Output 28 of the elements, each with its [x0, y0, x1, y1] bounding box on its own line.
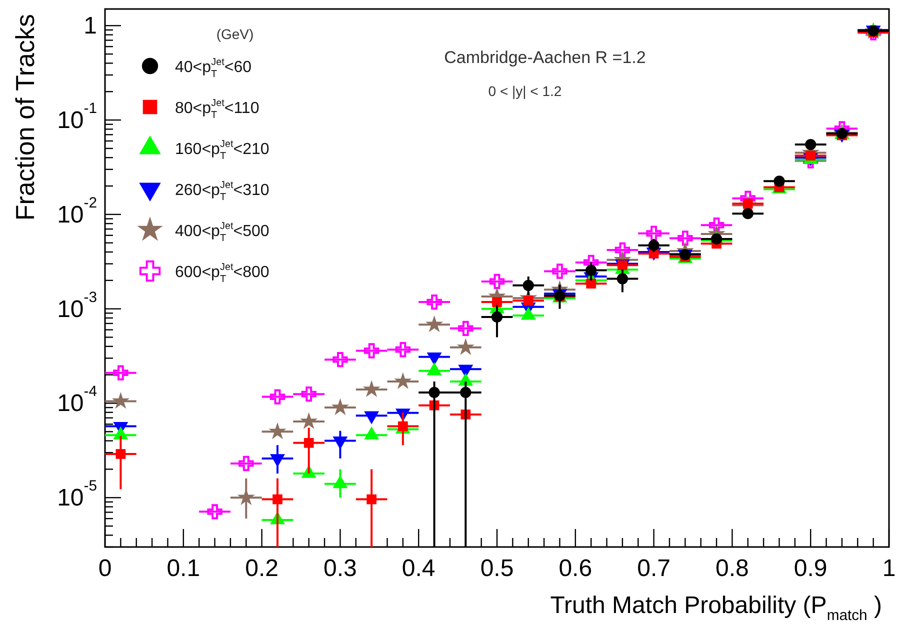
x-tick-label: 0.2 [245, 555, 278, 582]
y-tick-label: 10$^{-3}$ [57, 290, 97, 322]
y-tick-label: 10$^{-2}$ [57, 196, 97, 228]
x-tick-label: 0.8 [716, 555, 749, 582]
x-tick-label: 0.7 [637, 555, 670, 582]
legend-label: 600<p$_{T}$$^{Jet}$<800 [175, 262, 270, 285]
y-tick-label: 10$^{-5}$ [57, 478, 97, 512]
annotation: 0 < |y| < 1.2 [488, 83, 562, 99]
annotation: Cambridge-Aachen R =1.2 [444, 48, 646, 67]
x-tick-label: 0.5 [480, 555, 514, 582]
legend-label: 40<p$_{T}$$^{Jet}$<60 [175, 56, 252, 80]
legend-label: 260<p$_{T}$$^{Jet}$<310 [175, 180, 270, 203]
legend-title: (GeV) [216, 26, 254, 42]
x-tick-label: 0.4 [402, 555, 436, 582]
legend-label: 400<p$_{T}$$^{Jet}$<500 [175, 220, 270, 244]
x-tick-label: 0.9 [794, 555, 828, 582]
y-axis-title: Fraction of Tracks [10, 14, 40, 221]
x-axis-title: Truth Match Probability (P$_{match}$ ) [550, 592, 882, 624]
x-tick-label: 0 [98, 555, 112, 582]
legend-label: 80<p$_{T}$$^{Jet}$<110 [175, 98, 260, 121]
legend-label: 160<p$_{T}$$^{Jet}$<210 [175, 138, 270, 162]
x-tick-label: 0.3 [324, 555, 357, 582]
x-tick-label: 0.6 [558, 555, 592, 582]
y-tick-label: 10$^{-1}$ [57, 101, 97, 134]
x-tick-label: 1 [882, 555, 896, 582]
x-tick-label: 0.1 [166, 555, 200, 582]
y-tick-label: 10$^{-4}$ [57, 384, 97, 417]
y-tick-label: 1 [84, 12, 97, 40]
